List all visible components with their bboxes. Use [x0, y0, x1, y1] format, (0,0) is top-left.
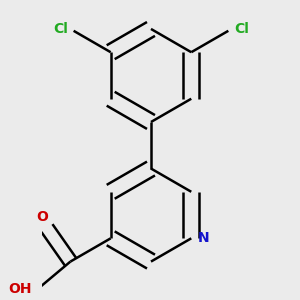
Text: Cl: Cl	[234, 22, 249, 36]
Text: O: O	[37, 210, 49, 224]
Text: Cl: Cl	[53, 22, 68, 36]
Text: OH: OH	[8, 282, 32, 296]
Text: N: N	[198, 231, 209, 245]
